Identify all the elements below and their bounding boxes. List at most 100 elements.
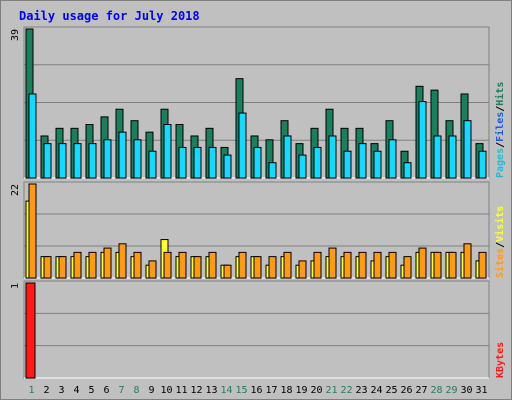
- day-axis-labels: 1 2 3 4 5 6 7 8 9 10 11 12 13 14 15 16 17 18 19 20 21 22 23 24 2…: [28, 385, 487, 396]
- bar-files-day-17: [268, 162, 277, 179]
- bar-files-day-10: [163, 124, 172, 179]
- day-label: 29: [445, 385, 457, 396]
- day-label: 30: [460, 385, 472, 396]
- day-label: 26: [400, 385, 412, 396]
- day-label: 19: [295, 385, 307, 396]
- bar-files-day-12: [193, 146, 202, 179]
- bar-sites-day-29: [448, 251, 457, 279]
- bar-files-day-23: [358, 143, 367, 179]
- y-max-label: 39: [10, 29, 21, 41]
- bar-sites-day-8: [133, 251, 142, 279]
- bar-sites-day-14: [223, 264, 232, 279]
- bar-sites-day-31: [478, 251, 487, 279]
- visits-sites-panel: 22 Sites/Visits: [10, 181, 506, 279]
- bar-files-day-26: [403, 162, 412, 179]
- bar-files-day-19: [298, 154, 307, 179]
- bar-files-day-29: [448, 135, 457, 179]
- bar-sites-day-17: [268, 256, 277, 279]
- bar-sites-day-28: [433, 251, 442, 279]
- legend-entry: /: [495, 106, 506, 112]
- day-label: 4: [73, 385, 79, 396]
- bar-files-day-31: [478, 150, 487, 179]
- bar-files-day-8: [133, 139, 142, 179]
- day-label: 5: [88, 385, 94, 396]
- day-label: 28: [430, 385, 442, 396]
- bar-sites-day-25: [388, 251, 397, 279]
- day-label: 21: [325, 385, 337, 396]
- legend-entry: /: [495, 142, 506, 148]
- day-label: 25: [385, 385, 397, 396]
- day-label: 16: [250, 385, 262, 396]
- day-label: 20: [310, 385, 322, 396]
- day-label: 17: [265, 385, 277, 396]
- bar-files-day-18: [283, 135, 292, 179]
- day-label: 6: [103, 385, 109, 396]
- legend-entry: KBytes: [495, 342, 506, 378]
- day-label: 13: [205, 385, 217, 396]
- bar-files-day-9: [148, 150, 157, 179]
- bar-files-day-20: [313, 146, 322, 179]
- day-label: 18: [280, 385, 292, 396]
- day-label: 3: [58, 385, 64, 396]
- day-label: 31: [475, 385, 487, 396]
- day-label: 7: [118, 385, 124, 396]
- bar-sites-day-12: [193, 256, 202, 279]
- hits-files-pages-panel: 39 Pages/Files/Hits: [10, 26, 506, 179]
- bar-files-day-2: [43, 143, 52, 179]
- bar-files-day-22: [343, 150, 352, 179]
- bar-sites-day-9: [148, 260, 157, 279]
- y-max-label: 1: [10, 283, 21, 289]
- legend-entry: /: [495, 242, 506, 248]
- day-label: 10: [160, 385, 172, 396]
- bar-files-day-24: [373, 150, 382, 179]
- bar-sites-day-7: [118, 243, 127, 279]
- bar-sites-day-26: [403, 256, 412, 279]
- bar-sites-day-21: [328, 247, 337, 279]
- bar-sites-day-5: [88, 251, 97, 279]
- day-label: 14: [220, 385, 232, 396]
- legend: Pages/Files/Hits: [494, 82, 506, 178]
- bar-sites-day-23: [358, 251, 367, 279]
- day-label: 27: [415, 385, 427, 396]
- bar-kbytes-day-1: [25, 282, 36, 379]
- bar-files-day-27: [418, 101, 427, 179]
- y-max-label: 22: [10, 184, 21, 196]
- legend-entry: Sites: [494, 248, 506, 278]
- bar-files-day-16: [253, 146, 262, 179]
- bar-sites-day-19: [298, 260, 307, 279]
- legend: KBytes: [495, 342, 506, 378]
- day-label: 1: [28, 385, 34, 396]
- day-label: 22: [340, 385, 352, 396]
- bar-files-day-4: [73, 143, 82, 179]
- bar-sites-day-13: [208, 251, 217, 279]
- bar-files-day-13: [208, 146, 217, 179]
- legend-entry: Hits: [494, 82, 506, 106]
- bar-sites-day-16: [253, 256, 262, 279]
- bar-files-day-1: [28, 93, 37, 179]
- day-label: 8: [133, 385, 139, 396]
- bar-files-day-14: [223, 154, 232, 179]
- kbytes-panel: 1 KBytes: [10, 280, 506, 379]
- bar-sites-day-27: [418, 247, 427, 279]
- bar-sites-day-15: [238, 251, 247, 279]
- day-label: 15: [235, 385, 247, 396]
- bar-files-day-11: [178, 146, 187, 179]
- bar-files-day-15: [238, 112, 247, 179]
- bar-sites-day-24: [373, 251, 382, 279]
- bar-sites-day-22: [343, 251, 352, 279]
- bar-sites-day-2: [43, 256, 52, 279]
- bar-files-day-7: [118, 131, 127, 179]
- bar-sites-day-4: [73, 251, 82, 279]
- bar-sites-day-20: [313, 251, 322, 279]
- bar-sites-day-3: [58, 256, 67, 279]
- bar-sites-day-11: [178, 251, 187, 279]
- bar-files-day-21: [328, 135, 337, 179]
- bar-sites-day-1: [28, 183, 37, 279]
- bar-files-day-28: [433, 135, 442, 179]
- bar-files-day-3: [58, 143, 67, 179]
- day-label: 9: [148, 385, 154, 396]
- bar-files-day-30: [463, 120, 472, 179]
- legend-entry: Files: [494, 112, 506, 142]
- day-label: 23: [355, 385, 367, 396]
